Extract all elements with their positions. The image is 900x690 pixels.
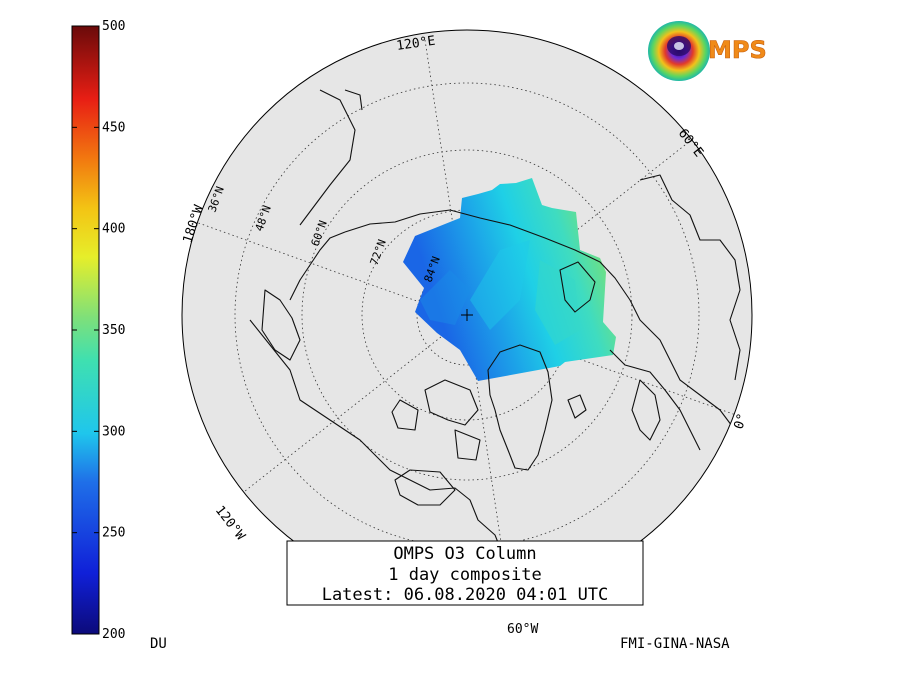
colorbar-tick-label: 350 xyxy=(102,323,125,338)
title-line-2: 1 day composite xyxy=(388,565,542,585)
colorbar-ticks: 500 450 400 350 300 250 200 xyxy=(72,19,125,642)
colorbar: 500 450 400 350 300 250 200 DU xyxy=(71,19,167,652)
ozone-streak-2 xyxy=(535,260,580,345)
coast-scandinavia xyxy=(609,349,701,451)
title-line-1: OMPS O3 Column xyxy=(393,544,536,564)
ozone-streak-1 xyxy=(470,240,530,330)
lat-circle-60n xyxy=(301,149,633,481)
logo-wordmark: MPS xyxy=(708,36,767,64)
ozone-swath xyxy=(403,178,616,381)
map-disc: 120°E 60°E 0° 60°W 120°W 180°W 36°N 48°N… xyxy=(181,29,753,637)
colorbar-tick-label: 200 xyxy=(102,627,125,642)
title-box: OMPS O3 Column 1 day composite Latest: 0… xyxy=(286,540,644,606)
coast-north-america xyxy=(249,231,521,586)
colorbar-tick-label: 400 xyxy=(102,222,125,237)
credit-label: FMI-GINA-NASA xyxy=(620,636,730,652)
coast-alaska xyxy=(261,289,301,361)
colorbar-tick-label: 250 xyxy=(102,526,125,541)
lon-label-120e: 120°E xyxy=(395,34,436,54)
coast-eastern-asia xyxy=(299,89,363,226)
coast-greenland xyxy=(487,344,553,471)
title-box-frame xyxy=(286,540,644,606)
coast-novaya-zemlya xyxy=(559,261,596,313)
coast-hudson-bay xyxy=(394,469,456,506)
north-pole-marker xyxy=(461,309,473,321)
ozone-globe-icon xyxy=(648,21,710,81)
title-line-3: Latest: 06.08.2020 04:01 UTC xyxy=(322,585,609,605)
coast-europe xyxy=(639,174,741,381)
colorbar-tick-label: 300 xyxy=(102,424,125,439)
lat-circle-48n xyxy=(234,82,700,548)
colorbar-tick-label: 450 xyxy=(102,120,125,135)
mps-logo: MPS xyxy=(648,21,767,81)
lon-label-0: 0° xyxy=(732,412,751,432)
coast-svalbard xyxy=(567,394,587,419)
coastlines xyxy=(249,89,741,586)
lon-label-120w: 120°W xyxy=(212,503,248,543)
coast-arctic-islands xyxy=(391,379,481,461)
ozone-streak-3 xyxy=(420,270,470,325)
coast-eurasia xyxy=(344,209,736,431)
colorbar-tick-label: 500 xyxy=(102,19,125,34)
colorbar-unit: DU xyxy=(150,636,167,652)
coast-british-isles xyxy=(714,451,733,479)
lon-label-60w: 60°W xyxy=(507,622,538,637)
